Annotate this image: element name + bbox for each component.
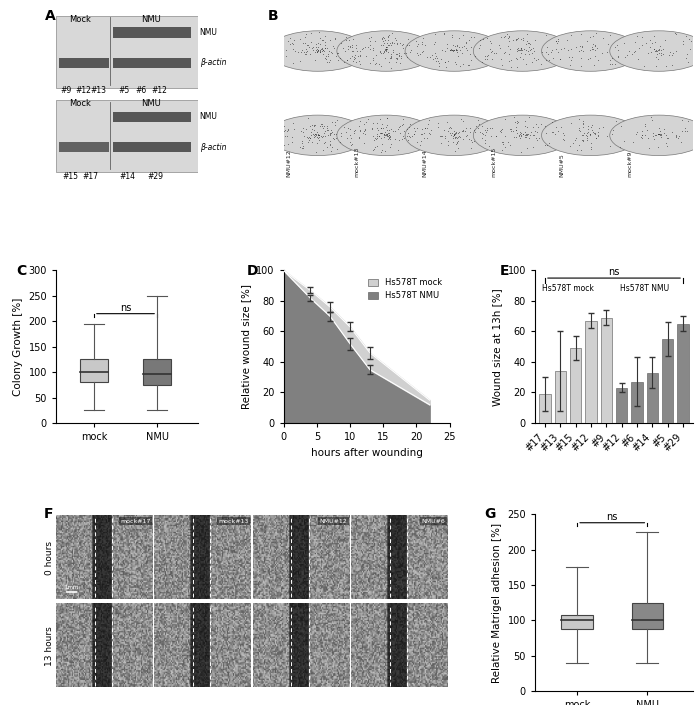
Circle shape (405, 31, 503, 71)
Text: F: F (44, 507, 54, 521)
Text: Hs578T NMU: Hs578T NMU (620, 284, 669, 293)
Text: mock#15: mock#15 (491, 147, 496, 178)
Text: NMU: NMU (199, 28, 218, 37)
Circle shape (337, 31, 435, 71)
Y-axis label: Colony Growth [%]: Colony Growth [%] (13, 298, 23, 396)
Text: D: D (247, 264, 259, 278)
Bar (662, 339, 673, 423)
Bar (561, 615, 593, 629)
Bar (143, 360, 172, 385)
Text: #14: #14 (119, 171, 135, 180)
Circle shape (473, 115, 572, 156)
Circle shape (610, 115, 700, 156)
Bar (631, 603, 663, 629)
Text: C: C (16, 264, 27, 278)
Text: 1mm: 1mm (64, 585, 79, 590)
Text: β-actin: β-actin (199, 59, 226, 68)
Bar (616, 388, 627, 423)
Text: #12: #12 (75, 85, 91, 94)
Text: ns: ns (607, 512, 618, 522)
Bar (113, 142, 191, 152)
Bar (585, 321, 596, 423)
Legend: Hs578T mock, Hs578T NMU: Hs578T mock, Hs578T NMU (365, 275, 445, 303)
Text: Mock: Mock (69, 15, 91, 24)
Bar (631, 382, 643, 423)
Circle shape (405, 115, 503, 156)
Bar (113, 111, 191, 122)
Text: 13 hours: 13 hours (45, 626, 54, 666)
Circle shape (337, 115, 435, 156)
Text: #15: #15 (62, 171, 78, 180)
Y-axis label: Wound size at 13h [%]: Wound size at 13h [%] (492, 288, 502, 405)
Bar (678, 324, 689, 423)
Text: mock#17: mock#17 (120, 519, 150, 524)
Text: #13: #13 (91, 85, 106, 94)
Bar (80, 360, 108, 382)
Text: #6: #6 (136, 85, 147, 94)
Text: NMU: NMU (141, 99, 161, 108)
Text: mock#13: mock#13 (218, 519, 248, 524)
Y-axis label: Relative wound size [%]: Relative wound size [%] (241, 284, 251, 409)
Circle shape (610, 31, 700, 71)
Text: NMU#6: NMU#6 (422, 519, 446, 524)
Text: NMU: NMU (141, 15, 161, 24)
Text: mock#13: mock#13 (355, 147, 360, 178)
Y-axis label: Relative Matrigel adhesion [%]: Relative Matrigel adhesion [%] (492, 522, 502, 682)
Bar (647, 373, 658, 423)
Text: B: B (267, 9, 278, 23)
Bar (56, 100, 198, 173)
Text: β-actin: β-actin (199, 142, 226, 152)
Text: #9: #9 (60, 85, 71, 94)
X-axis label: hours after wounding: hours after wounding (311, 448, 423, 458)
Text: NMU: NMU (199, 112, 218, 121)
Text: ns: ns (608, 267, 620, 277)
Circle shape (542, 115, 640, 156)
Circle shape (473, 31, 572, 71)
Bar (59, 142, 108, 152)
Text: A: A (45, 9, 55, 23)
Bar (113, 27, 191, 37)
Text: Hs578T mock: Hs578T mock (542, 284, 594, 293)
Text: G: G (484, 507, 496, 521)
Text: mock#9: mock#9 (627, 151, 633, 178)
Circle shape (542, 31, 640, 71)
Bar (56, 16, 198, 88)
Text: #17: #17 (82, 171, 98, 180)
Text: NMU#5: NMU#5 (559, 154, 564, 178)
Bar (554, 371, 566, 423)
Circle shape (269, 31, 367, 71)
Bar (113, 58, 191, 68)
Bar (59, 58, 108, 68)
Text: NMU#12: NMU#12 (319, 519, 347, 524)
Text: #29: #29 (148, 171, 164, 180)
Text: NMU#14: NMU#14 (423, 149, 428, 178)
Text: #12: #12 (152, 85, 168, 94)
Bar (539, 394, 551, 423)
Text: NMU#12: NMU#12 (286, 149, 291, 178)
Text: #5: #5 (118, 85, 130, 94)
Text: E: E (500, 264, 510, 278)
Bar (601, 318, 612, 423)
Text: ns: ns (120, 302, 131, 313)
Circle shape (269, 115, 367, 156)
Text: Mock: Mock (69, 99, 91, 108)
Text: 0 hours: 0 hours (45, 541, 54, 575)
Bar (570, 348, 582, 423)
